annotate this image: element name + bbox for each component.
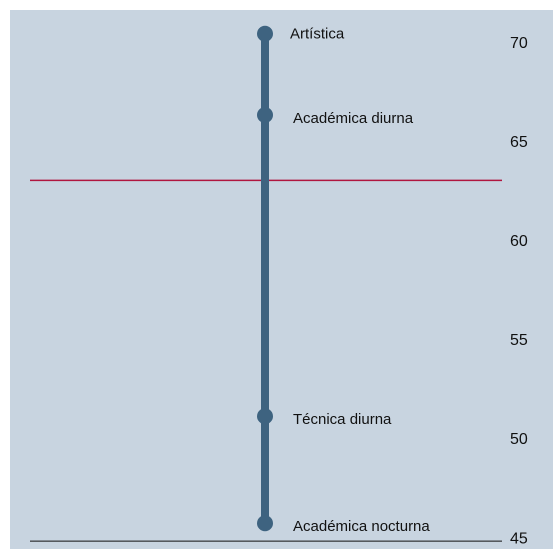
dot-label: Académica diurna [293,110,414,127]
y-tick-label: 65 [510,134,528,151]
dot-label: Académica nocturna [293,518,430,535]
dot [257,408,273,425]
y-tick-label: 50 [510,431,528,448]
dot [257,107,273,124]
y-tick-label: 45 [510,530,528,547]
y-tick-label: 70 [510,35,528,52]
dot [257,25,273,42]
plot-background [10,10,553,549]
dot-label: Técnica diurna [293,411,392,428]
y-tick-label: 55 [510,332,528,349]
dot [257,515,273,532]
dot-label: Artística [290,26,345,43]
y-tick-label: 60 [510,233,528,250]
